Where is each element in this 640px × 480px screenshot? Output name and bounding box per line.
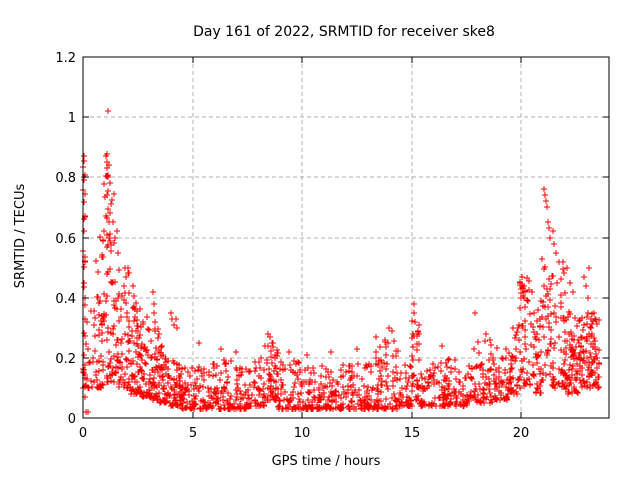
x-tick-label: 5 [189,426,197,441]
y-tick-label: 1 [68,111,76,126]
y-tick-label: 0.6 [55,232,76,247]
scatter-points [80,108,602,415]
y-tick-label: 0.8 [55,171,76,186]
axis-ticks [82,56,609,419]
chart-title: Day 161 of 2022, SRMTID for receiver ske… [193,24,495,40]
x-tick-label: 20 [513,426,530,441]
y-tick-label: 0 [68,412,76,427]
grid-lines [83,57,609,418]
y-tick-label: 0.4 [55,292,76,307]
y-tick-label: 1.2 [55,51,76,66]
x-axis-label: GPS time / hours [272,454,381,469]
x-tick-label: 15 [404,426,421,441]
y-tick-label: 0.2 [55,352,76,367]
x-tick-label: 0 [79,426,87,441]
x-tick-label: 10 [294,426,311,441]
y-tick-labels: 0 0.2 0.4 0.6 0.8 1 1.2 [55,51,76,427]
x-tick-labels: 0 5 10 15 20 [79,426,529,441]
y-axis-label: SRMTID / TECUs [13,184,28,289]
